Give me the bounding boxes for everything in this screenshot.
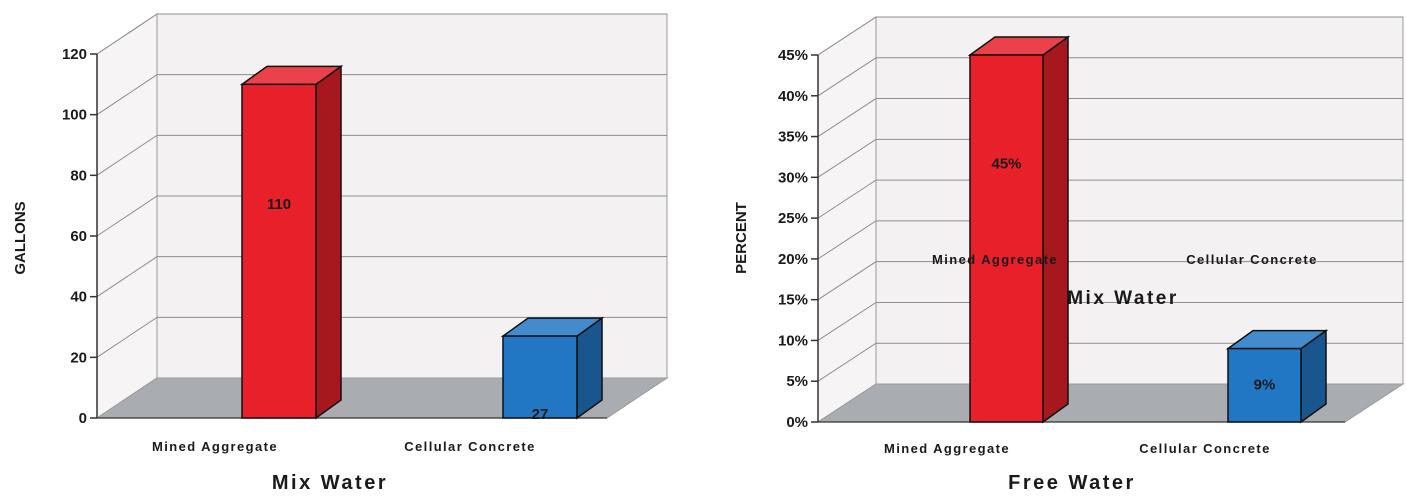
y-tick-label: 15%	[778, 292, 808, 309]
category-label: Cellular Concrete	[404, 439, 535, 454]
bar-data-label: 110	[267, 196, 291, 213]
category-label: Mined Aggregate	[884, 441, 1010, 456]
gridline	[817, 179, 1403, 219]
gridline	[817, 342, 1403, 382]
y-tick-label: 20%	[778, 251, 808, 268]
gridline	[96, 316, 667, 358]
overlay-category-label: Mined Aggregate	[932, 252, 1058, 267]
gridline	[817, 98, 1403, 137]
bar-data-label: 45%	[991, 156, 1021, 173]
y-tick-label: 0%	[786, 414, 808, 431]
category-label: Cellular Concrete	[1139, 441, 1270, 456]
gridline	[817, 138, 1403, 178]
gridline	[817, 220, 1403, 260]
gridline	[96, 195, 667, 237]
y-tick-label: 40%	[778, 88, 808, 105]
gridline	[817, 301, 1403, 341]
y-tick-label: 20	[70, 349, 87, 366]
bar	[1225, 329, 1329, 424]
y-tick-label: 60	[70, 228, 87, 245]
y-tick-label: 120	[62, 46, 87, 63]
bar-data-label: 9%	[1254, 376, 1276, 393]
bar-front-face	[502, 335, 578, 419]
gridline	[817, 57, 1403, 97]
y-tick-label: 35%	[778, 129, 808, 146]
gridline	[96, 13, 667, 55]
y-tick-label: 25%	[778, 210, 808, 227]
overlay-chart-title: Mix Water	[1067, 288, 1179, 309]
gridline	[817, 261, 1403, 301]
bar-front-face	[969, 54, 1044, 423]
y-tick-label: 0	[79, 410, 87, 427]
mix-water-chart: GALLONS Mined Aggregate Cellular Concret…	[12, 13, 669, 494]
y-tick-label: 100	[62, 107, 87, 124]
bar	[967, 35, 1071, 424]
bar-side-face	[1042, 35, 1069, 424]
gridline	[817, 16, 1403, 56]
y-tick-label: 45%	[778, 47, 808, 64]
bar-front-face	[1227, 347, 1302, 423]
y-tick-label: 80	[70, 167, 87, 184]
chart-title: Mix Water	[272, 472, 388, 494]
gridline	[96, 134, 667, 176]
category-label: Mined Aggregate	[152, 439, 278, 454]
y-axis-label: PERCENT	[733, 202, 750, 274]
bar	[239, 64, 344, 420]
y-tick-label: 10%	[778, 332, 808, 349]
bar-front-face	[241, 83, 317, 419]
back-wall	[875, 16, 1404, 385]
gridline	[96, 74, 667, 116]
y-axis-label: GALLONS	[12, 201, 29, 274]
bar-side-face	[315, 64, 342, 420]
bar-data-label: 27	[532, 406, 549, 423]
overlay-category-label: Cellular Concrete	[1186, 252, 1317, 267]
y-tick-label: 30%	[778, 169, 808, 186]
bar	[500, 316, 605, 420]
y-tick-label: 40	[70, 289, 87, 306]
free-water-chart: PERCENT Mined Aggregate Cellular Concret…	[733, 16, 1405, 494]
gridline	[96, 256, 667, 298]
side-wall	[817, 16, 877, 423]
y-tick-label: 5%	[786, 373, 808, 390]
chart-title: Free Water	[1008, 472, 1136, 494]
